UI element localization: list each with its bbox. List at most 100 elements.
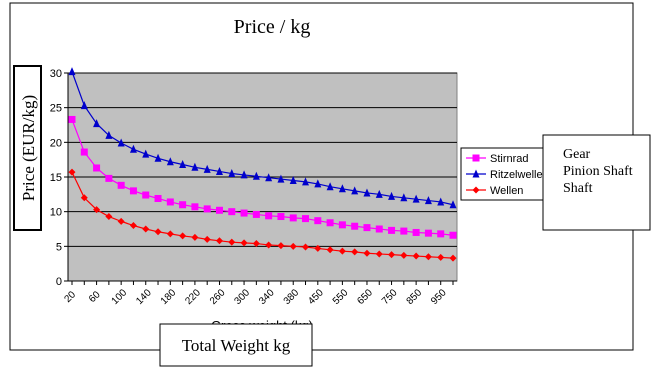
data-point xyxy=(93,206,101,214)
data-point xyxy=(252,171,260,180)
data-point xyxy=(191,203,199,211)
data-point xyxy=(154,153,162,162)
data-point xyxy=(472,154,480,162)
series-stirnrad xyxy=(68,115,457,239)
data-point xyxy=(117,181,125,189)
data-point xyxy=(240,209,248,217)
data-point xyxy=(215,206,223,214)
data-point xyxy=(338,184,346,193)
y-axis: 0 5 10 15 20 25 30 xyxy=(50,68,69,288)
data-point xyxy=(228,169,236,178)
legend: Stirnrad Ritzelwelle Wellen xyxy=(466,153,543,197)
data-point xyxy=(265,241,273,249)
data-point xyxy=(437,230,445,238)
data-point xyxy=(375,250,383,258)
data-point xyxy=(424,229,432,237)
data-point xyxy=(412,228,420,236)
data-point xyxy=(412,194,420,203)
data-point xyxy=(240,239,248,247)
data-point xyxy=(265,173,273,182)
data-point xyxy=(203,205,211,213)
data-point xyxy=(351,186,359,195)
data-point xyxy=(252,210,260,218)
data-point xyxy=(289,242,297,250)
data-point xyxy=(203,164,211,173)
data-point xyxy=(228,208,236,216)
data-point xyxy=(449,231,457,239)
y-tick-label: 15 xyxy=(50,172,62,184)
data-point xyxy=(326,219,334,227)
data-point xyxy=(105,213,113,221)
data-point xyxy=(314,244,322,252)
data-point xyxy=(142,149,150,158)
data-point xyxy=(472,186,480,194)
data-point xyxy=(80,101,88,110)
data-point xyxy=(93,119,101,128)
data-point xyxy=(302,215,310,223)
legend-label: Ritzelwelle xyxy=(490,169,543,181)
series-wellen xyxy=(68,168,457,262)
data-point xyxy=(400,193,408,202)
x-axis-overlay-label: Total Weight kg xyxy=(182,336,291,355)
legend-label: Stirnrad xyxy=(490,153,529,165)
data-point xyxy=(252,240,260,248)
data-point xyxy=(314,217,322,225)
data-point xyxy=(129,144,137,153)
data-point xyxy=(289,175,297,184)
data-point xyxy=(117,138,125,147)
series-ritzelwelle xyxy=(68,67,457,209)
data-point xyxy=(363,188,371,197)
legend-item: Wellen xyxy=(466,185,523,197)
data-point xyxy=(179,201,187,209)
data-point xyxy=(129,187,137,195)
data-point xyxy=(142,225,150,233)
data-point xyxy=(302,243,310,251)
data-point xyxy=(191,233,199,241)
legend-label: Wellen xyxy=(490,185,523,197)
data-point xyxy=(388,226,396,234)
data-point xyxy=(289,214,297,222)
data-point xyxy=(228,238,236,246)
data-point xyxy=(363,224,371,232)
data-point xyxy=(351,222,359,230)
data-point xyxy=(277,242,285,250)
y-axis-label: Price (EUR/kg) xyxy=(19,95,38,201)
data-point xyxy=(400,251,408,259)
data-point xyxy=(363,249,371,257)
data-point xyxy=(472,169,480,178)
data-point xyxy=(265,212,273,220)
y-tick-label: 30 xyxy=(50,68,62,80)
data-point xyxy=(154,194,162,202)
x-axis-overlay-box xyxy=(159,323,313,367)
chart-title: Price / kg xyxy=(234,16,311,38)
translation-box xyxy=(542,134,651,231)
data-point xyxy=(314,179,322,188)
data-point xyxy=(203,235,211,243)
data-point xyxy=(215,237,223,245)
y-tick-label: 20 xyxy=(50,137,62,149)
translation-item: Pinion Shaft xyxy=(563,164,633,179)
data-point xyxy=(129,222,137,230)
data-point xyxy=(240,170,248,179)
data-point xyxy=(80,148,88,156)
data-point xyxy=(154,228,162,236)
data-point xyxy=(437,197,445,206)
series-layer xyxy=(68,67,457,262)
data-point xyxy=(68,168,76,176)
data-point xyxy=(93,164,101,172)
data-point xyxy=(326,182,334,191)
data-point xyxy=(375,225,383,233)
translation-list: Gear Pinion Shaft Shaft xyxy=(563,147,633,196)
data-point xyxy=(338,221,346,229)
y-tick-label: 0 xyxy=(56,276,62,288)
data-point xyxy=(326,246,334,254)
translation-item: Gear xyxy=(563,147,591,162)
data-point xyxy=(117,217,125,225)
y-axis-label-box xyxy=(13,65,42,231)
data-point xyxy=(215,166,223,175)
data-point xyxy=(437,253,445,261)
data-point xyxy=(277,213,285,221)
data-point xyxy=(277,174,285,183)
legend-item: Stirnrad xyxy=(466,153,529,165)
